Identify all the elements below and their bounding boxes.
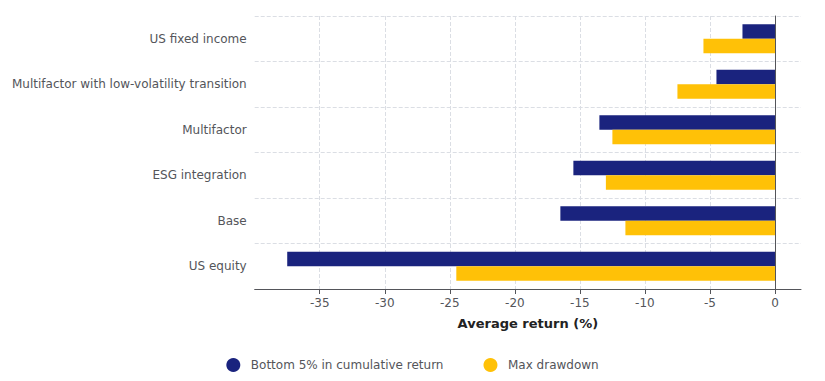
svg-text:Multifactor with low-volatilit: Multifactor with low-volatility transiti… — [12, 77, 247, 91]
svg-text:Base: Base — [217, 214, 246, 228]
svg-text:-20: -20 — [505, 296, 525, 310]
svg-text:Multifactor: Multifactor — [182, 123, 247, 137]
svg-text:-15: -15 — [570, 296, 590, 310]
svg-text:US equity: US equity — [189, 259, 247, 273]
svg-text:US fixed income: US fixed income — [149, 32, 246, 46]
svg-text:ESG integration: ESG integration — [152, 168, 246, 182]
svg-text:Bottom 5% in cumulative return: Bottom 5% in cumulative return — [251, 358, 444, 372]
svg-text:0: 0 — [771, 296, 779, 310]
svg-text:-5: -5 — [704, 296, 716, 310]
svg-text:-30: -30 — [375, 296, 395, 310]
svg-text:Average return (%): Average return (%) — [458, 316, 599, 331]
svg-text:-10: -10 — [635, 296, 655, 310]
svg-text:-25: -25 — [440, 296, 460, 310]
svg-text:-35: -35 — [310, 296, 330, 310]
svg-text:Max drawdown: Max drawdown — [508, 358, 599, 372]
